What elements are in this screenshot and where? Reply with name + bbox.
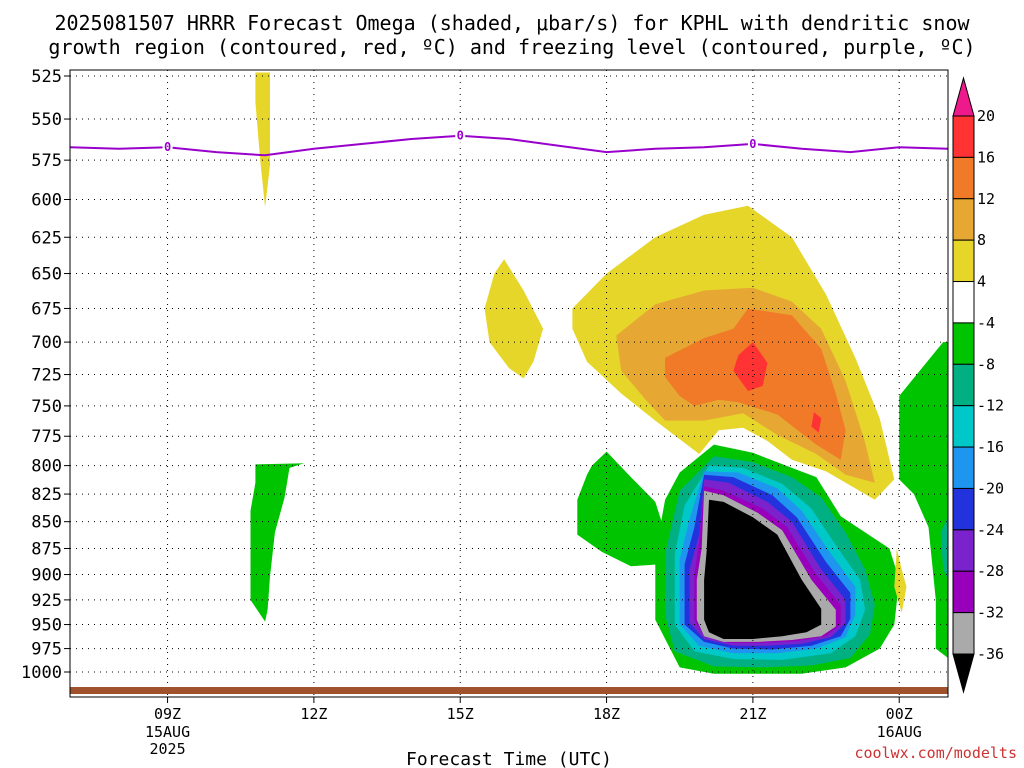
freezing-level-label: 0 xyxy=(457,129,464,143)
colorbar-top-arrow xyxy=(952,76,975,117)
freezing-label-bg xyxy=(455,128,466,143)
y-tick-label: 700 xyxy=(31,333,62,353)
colorbar-label: -36 xyxy=(977,645,1004,663)
colorbar-label: 8 xyxy=(977,231,986,249)
colorbar-label: -8 xyxy=(977,355,995,373)
y-axis: 525 550 575 600 625 650 675 700 725 750 775 800 825 8… xyxy=(21,67,70,683)
colorbar-segment xyxy=(952,198,975,241)
omega-region-16 xyxy=(733,342,768,391)
credit-link[interactable]: coolwx.com/modelts xyxy=(854,744,1017,762)
omega-region-4 xyxy=(894,548,907,613)
colorbar-label: -12 xyxy=(977,397,1004,415)
omega-region-4 xyxy=(484,259,544,379)
colorbar-segment xyxy=(952,281,975,324)
colorbar-segment xyxy=(952,487,975,531)
y-tick-label: 575 xyxy=(31,151,62,171)
colorbar-segment xyxy=(952,405,975,448)
colorbar-label: -4 xyxy=(977,314,995,332)
freezing-level-label: 0 xyxy=(749,137,756,151)
title-line-2: growth region (contoured, red, ºC) and f… xyxy=(48,35,975,59)
colorbar-segment xyxy=(952,363,975,407)
x-tick-label: 12Z xyxy=(300,705,327,723)
x-tick-label: 09Z xyxy=(154,705,181,723)
freezing-label-bg xyxy=(162,140,173,155)
colorbar-segment xyxy=(952,446,975,489)
colorbar-segment xyxy=(952,322,975,365)
y-tick-label: 600 xyxy=(31,191,62,211)
plot-frame xyxy=(69,69,949,698)
colorbar-segment xyxy=(952,115,975,158)
colorbar-segment xyxy=(952,156,975,200)
omega-region-minus4 xyxy=(899,342,948,658)
colorbar-bottom-arrow xyxy=(952,653,975,694)
omega-region-minus8 xyxy=(940,516,948,580)
x-axis-label: Forecast Time (UTC) xyxy=(406,749,612,768)
x-tick-year: 2025 xyxy=(149,740,185,758)
x-tick-label: 21Z xyxy=(739,705,766,723)
colorbar-segment xyxy=(952,570,975,614)
x-tick-label: 00Z xyxy=(886,705,913,723)
x-tick-date: 15AUG xyxy=(145,723,190,741)
omega-region-minus4 xyxy=(577,451,666,567)
colorbar-label: -16 xyxy=(977,438,1004,456)
y-tick-label: 775 xyxy=(31,427,62,447)
colorbar-label: -32 xyxy=(977,604,1004,622)
title-line-1: 2025081507 HRRR Forecast Omega (shaded, … xyxy=(54,11,970,35)
colorbar-label: 20 xyxy=(977,107,995,125)
x-tick-label: 15Z xyxy=(447,705,474,723)
y-tick-label: 625 xyxy=(31,228,62,248)
colorbar-label: 4 xyxy=(977,273,986,291)
colorbar-segment xyxy=(952,239,975,283)
y-tick-label: 825 xyxy=(31,485,62,505)
y-tick-label: 900 xyxy=(31,566,62,586)
y-tick-label: 1000 xyxy=(21,663,62,683)
freezing-level-label: 0 xyxy=(164,140,171,154)
y-tick-label: 800 xyxy=(31,457,62,477)
colorbar-label: -24 xyxy=(977,521,1004,539)
freezing-level-line xyxy=(69,134,949,157)
y-tick-label: 950 xyxy=(31,616,62,636)
colorbar-segment xyxy=(952,529,975,572)
omega-region-16 xyxy=(811,412,822,433)
omega-shaded-regions xyxy=(250,72,948,674)
y-tick-label: 975 xyxy=(31,640,62,660)
y-tick-label: 550 xyxy=(31,110,62,130)
x-tick-date: 16AUG xyxy=(877,723,922,741)
freezing-level-contour: 0 0 0 xyxy=(69,128,949,157)
y-tick-label: 925 xyxy=(31,591,62,611)
ground-bar xyxy=(70,687,948,694)
grid-lines xyxy=(70,70,948,697)
y-tick-label: 725 xyxy=(31,366,62,386)
y-tick-label: 750 xyxy=(31,397,62,417)
x-tick-label: 18Z xyxy=(593,705,620,723)
colorbar-segment xyxy=(952,612,975,655)
y-tick-label: 875 xyxy=(31,539,62,559)
omega-region-minus36 xyxy=(704,499,822,639)
omega-region-minus4 xyxy=(250,463,305,622)
colorbar-label: -20 xyxy=(977,479,1004,497)
y-tick-label: 650 xyxy=(31,265,62,285)
colorbar-label: 12 xyxy=(977,190,995,208)
y-tick-label: 675 xyxy=(31,299,62,319)
y-tick-label: 850 xyxy=(31,513,62,533)
freezing-label-bg xyxy=(747,136,758,151)
colorbar: 20 16 12 8 4 -4 -8 -12 -16 -20 -24 -28 -32 -36 xyxy=(952,76,1004,694)
colorbar-label: -28 xyxy=(977,562,1004,580)
colorbar-label: 16 xyxy=(977,148,995,166)
omega-region-4 xyxy=(255,72,270,208)
y-tick-label: 525 xyxy=(31,67,62,87)
